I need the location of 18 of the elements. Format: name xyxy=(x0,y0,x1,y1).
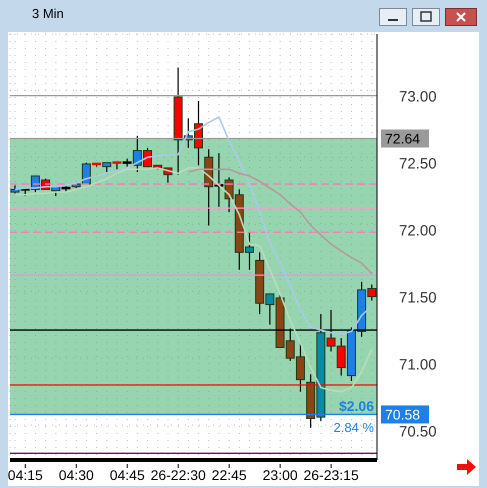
ref-line-label: 70.58 xyxy=(385,406,420,422)
annotation: $2.06 xyxy=(338,398,374,414)
x-tick-label: 26-22:30 xyxy=(150,467,206,483)
ref-line-label: 72.64 xyxy=(385,130,420,146)
y-tick-label: 73.00 xyxy=(399,88,437,106)
y-tick-label: 71.00 xyxy=(399,356,437,374)
y-tick-label: 70.50 xyxy=(399,423,437,440)
x-tick-label: 23:00 xyxy=(262,467,298,483)
chart-title: 3 Min xyxy=(32,6,64,21)
y-tick-label: 72.50 xyxy=(399,156,437,173)
x-tick-label: 04:45 xyxy=(110,467,145,483)
x-tick-label: 26-23:15 xyxy=(303,467,359,483)
x-tick-label: 04:15 xyxy=(8,467,44,483)
x-tick-label: 04:30 xyxy=(58,467,94,483)
y-tick-label: 72.00 xyxy=(399,222,437,240)
x-tick-label: 22:45 xyxy=(212,467,247,483)
y-tick-label: 71.50 xyxy=(399,290,437,307)
annotation: 2.84 % xyxy=(332,420,374,435)
